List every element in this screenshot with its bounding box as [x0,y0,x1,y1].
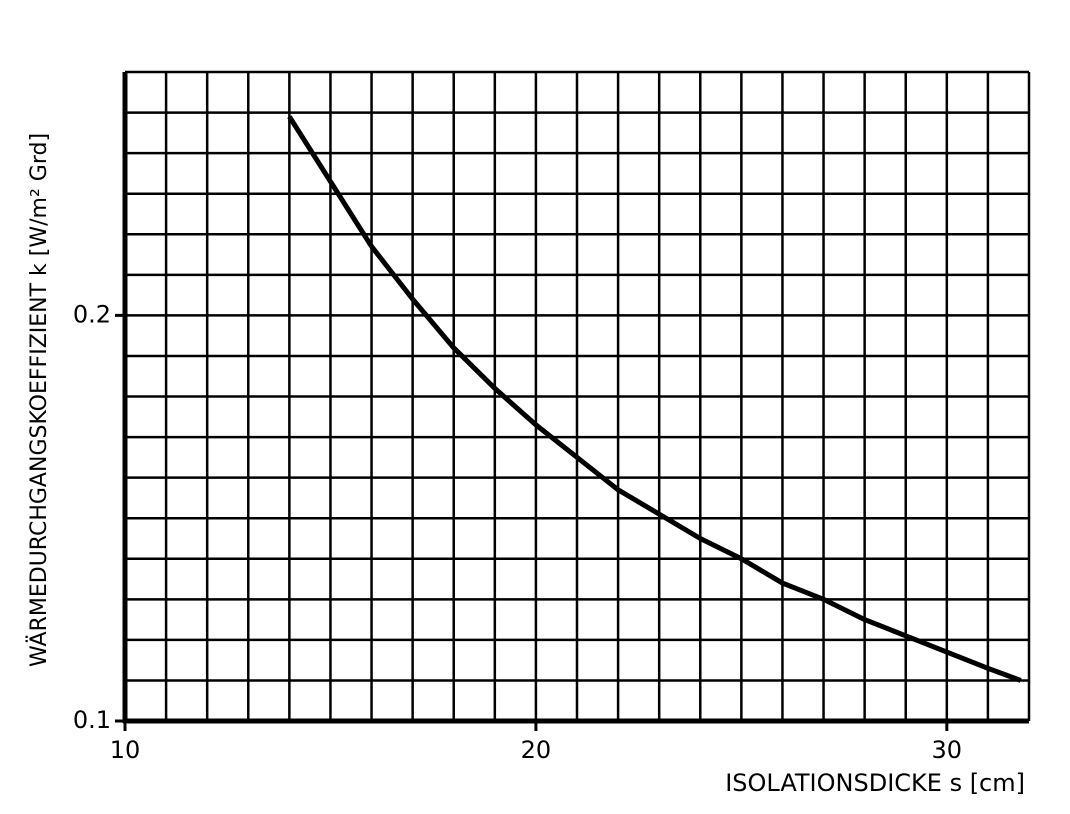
y-tick-label: 0.2 [73,300,111,328]
y-tick-label: 0.1 [73,706,111,734]
x-tick-label: 30 [932,736,963,764]
x-tick-label: 10 [110,736,141,764]
curve [287,115,1022,683]
y-axis-label: WÄRMEDURCHGANGSKOEFFIZIENT k [W/m² Grd] [26,133,52,667]
x-axis-label: ISOLATIONSDICKE s [cm] [725,769,1025,797]
x-tick-label: 20 [521,736,552,764]
